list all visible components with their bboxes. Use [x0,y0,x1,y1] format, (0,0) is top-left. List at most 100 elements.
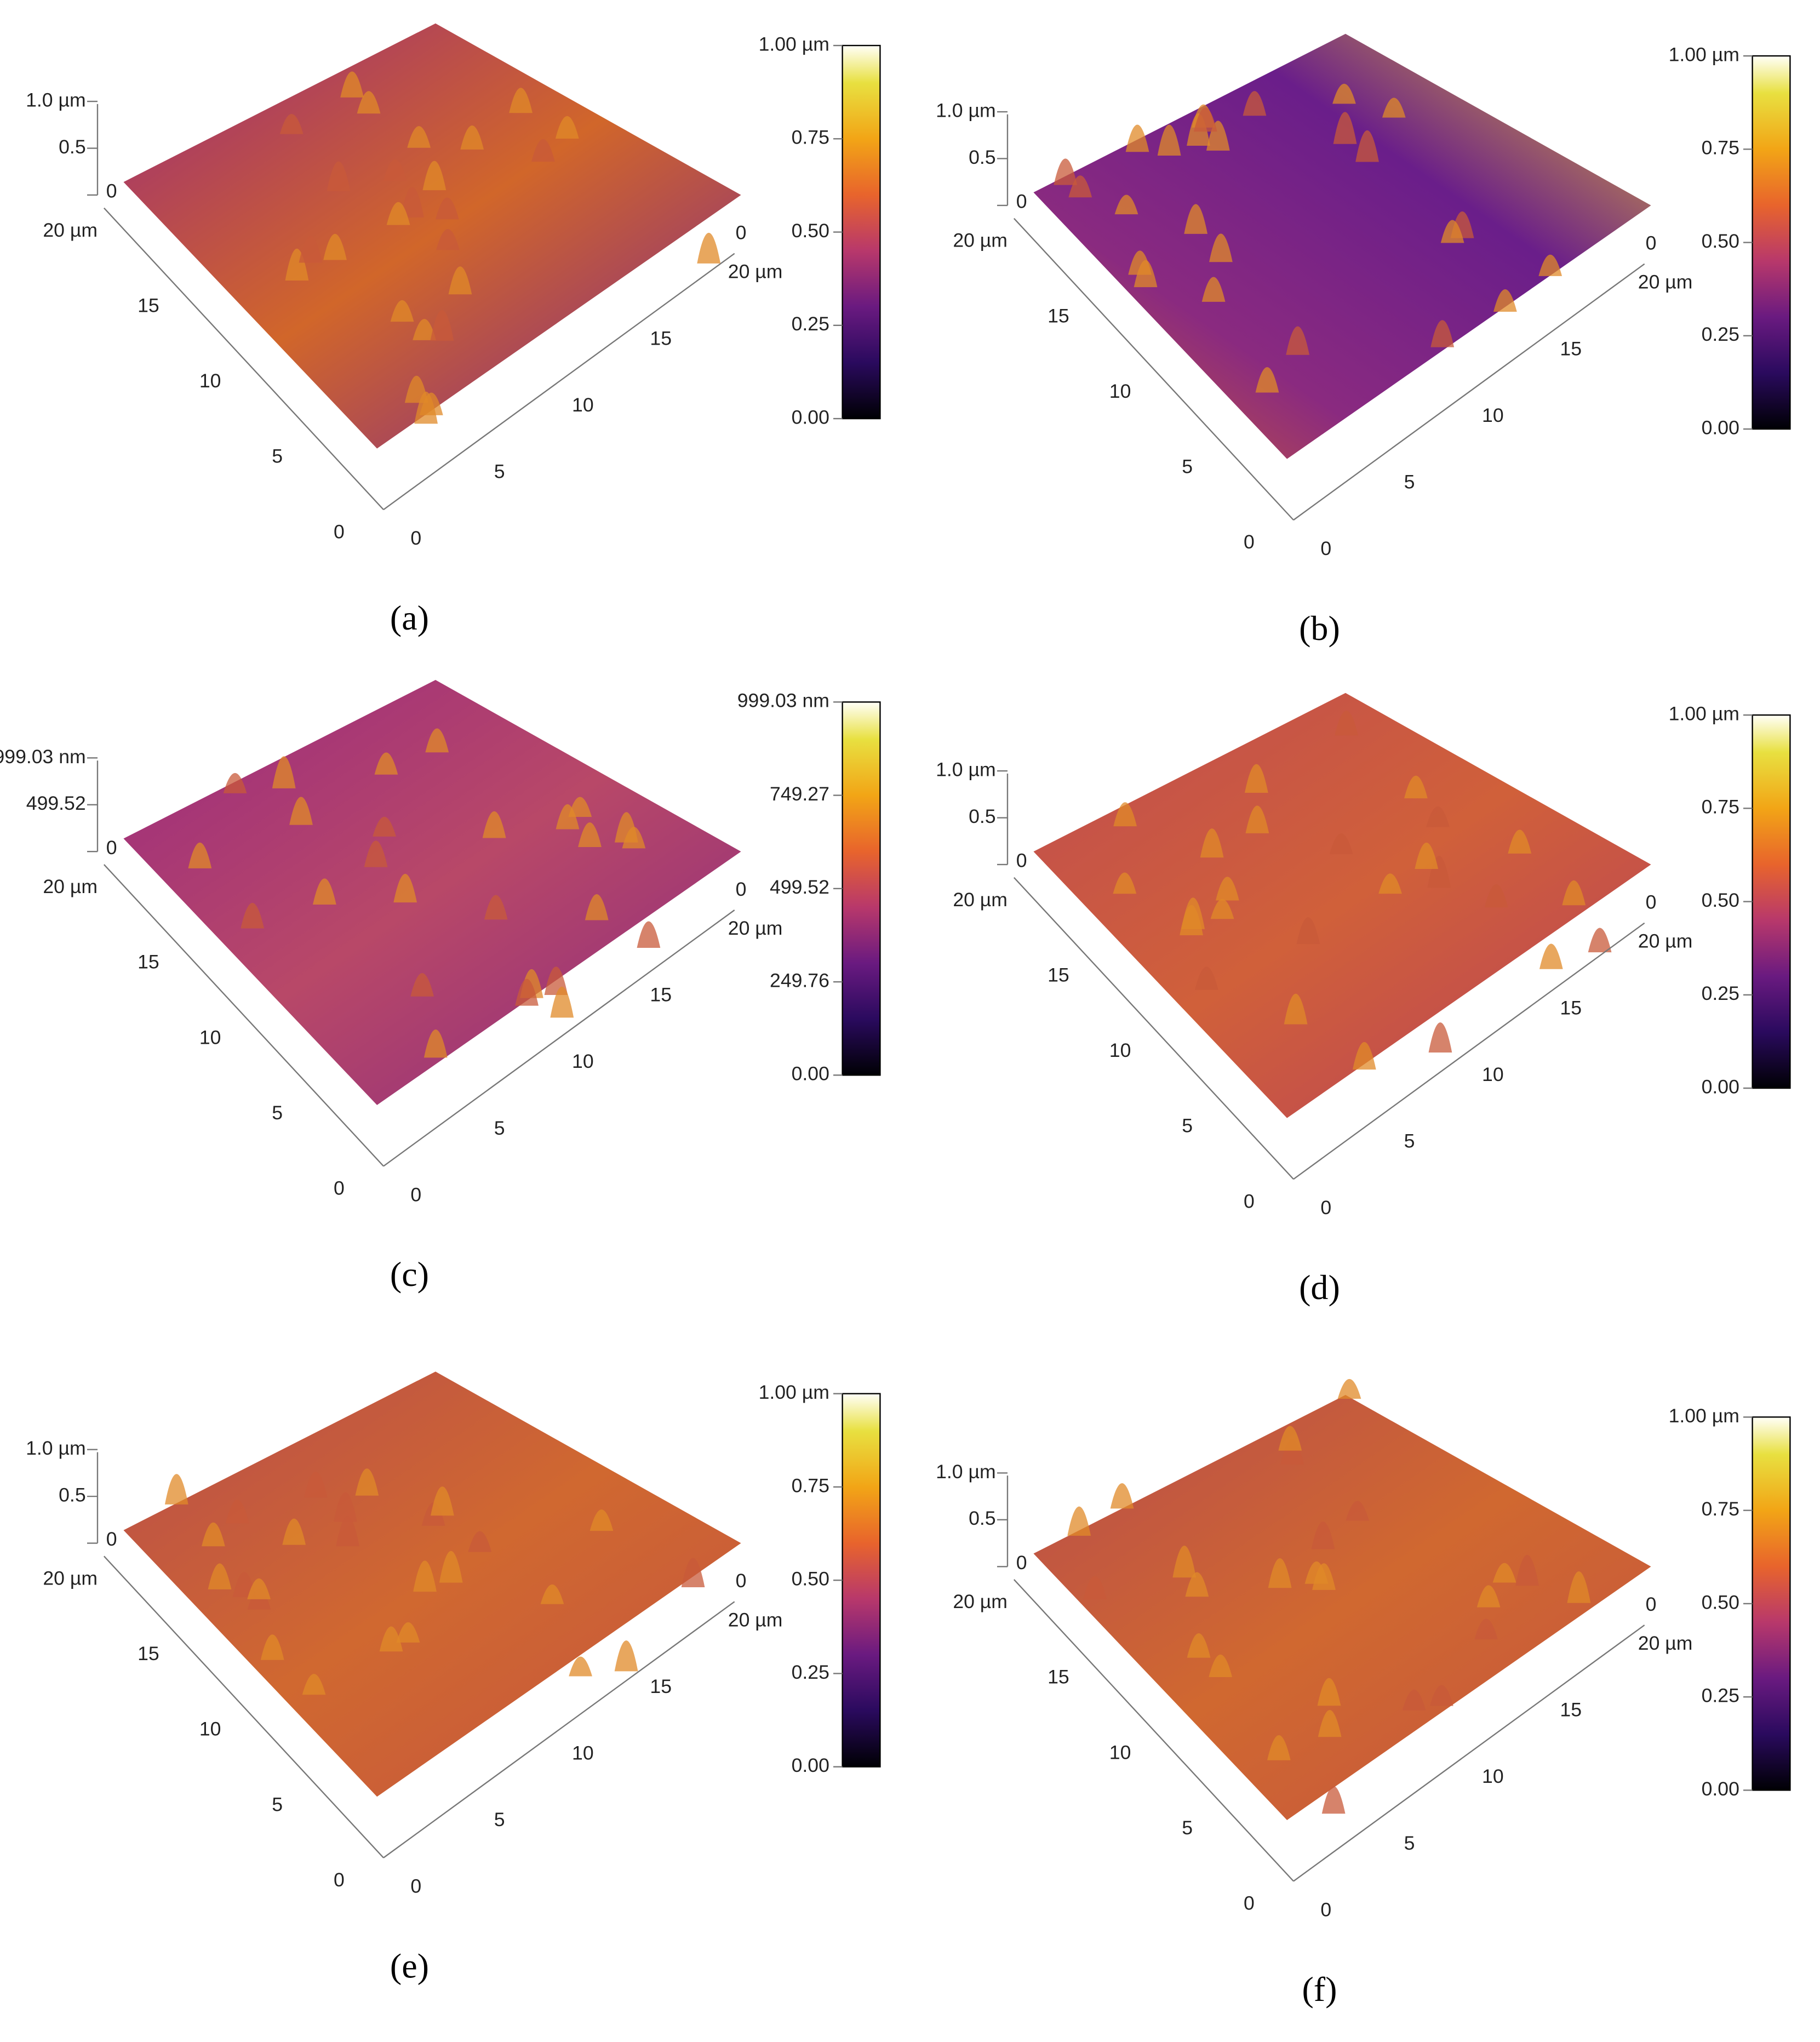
x-tick-label: 15 [650,984,672,1006]
surface-feature [1187,1633,1211,1658]
surface-feature [1329,833,1353,854]
y-tick-label: 0 [334,1869,345,1891]
surface-feature [413,319,436,340]
x-tick-label: 15 [650,327,672,349]
surface-feature [1067,1506,1091,1536]
colorbar-tick-label: 0.50 [792,1568,829,1590]
surface-feature [1415,842,1439,870]
colorbar-tick-label: 1.00 µm [759,1381,829,1403]
y-axis [103,207,384,510]
z-tick-label: 0.5 [969,146,995,168]
surface-feature [202,1522,225,1547]
y-tick-label: 10 [1109,1039,1131,1061]
x-tick-label: 10 [1482,1765,1504,1787]
colorbar-tick-label: 1.00 µm [759,33,829,55]
z-tick-label: 0 [106,1528,117,1550]
surface-feature [515,979,539,1006]
surface-feature [436,228,460,250]
x-tick-label: 0 [410,527,421,549]
surface-feature [289,797,313,825]
surface-feature [531,139,555,162]
x-tick-label: 10 [1482,1063,1504,1085]
colorbar [842,1393,881,1768]
x-axis [1293,263,1645,521]
surface-feature [225,1500,249,1524]
y-tick-label: 20 µm [953,1591,1008,1612]
x-tick-label: 10 [1482,404,1504,426]
surface-feature [614,1640,638,1672]
surface-feature [1185,1572,1209,1597]
panel-label: (f) [1302,1970,1337,2009]
surface-feature [299,236,323,263]
surface-feature [1209,1654,1233,1677]
surface-feature [1404,775,1428,799]
surface-feature [1428,1022,1452,1053]
x-axis-end-label: 0 [1646,1593,1657,1615]
colorbar-tick-label: 1.00 µm [1669,702,1739,724]
surface-feature [1378,873,1402,894]
surface-feature [439,1551,463,1583]
y-tick-label: 5 [1182,1817,1193,1839]
surface [1033,1395,1651,1820]
y-tick-label: 5 [272,1793,283,1815]
surface-feature [1492,1563,1516,1583]
surface-feature [1125,124,1149,152]
surface-feature [1493,289,1517,312]
surface-feature [590,1509,614,1531]
surface-feature [540,1584,564,1604]
surface [1033,693,1651,1118]
y-axis [1013,1579,1294,1882]
surface-feature [373,816,396,837]
surface-feature [386,202,410,225]
surface-feature [1209,233,1233,262]
y-tick-label: 15 [138,951,159,973]
surface-feature [448,266,472,295]
colorbar-tick-label: 0.75 [1702,137,1739,159]
surface-feature [390,300,414,322]
surface-feature [484,895,508,920]
y-tick-label: 20 µm [953,230,1008,251]
colorbar [1752,55,1791,430]
y-tick-label: 10 [199,1718,221,1740]
z-tick-label: 1.0 µm [26,89,85,111]
surface-feature [336,1516,359,1547]
surface-feature [400,187,424,218]
panel-label: (b) [1299,609,1340,648]
surface-feature [1210,899,1234,919]
surface-feature [1539,943,1563,969]
colorbar-tick-label: 0.50 [792,220,829,242]
colorbar-tick-label: 499.52 [770,876,829,898]
x-tick-label: 10 [572,1050,594,1072]
x-tick-label: 20 µm [1638,271,1693,293]
surface-feature [1284,993,1308,1025]
y-tick-label: 0 [1244,1190,1255,1212]
x-axis [383,910,735,1167]
surface-feature [1430,320,1455,347]
surface-feature [1134,260,1158,288]
x-tick-label: 15 [1560,997,1582,1019]
y-tick-label: 0 [1244,1892,1255,1914]
z-tick-label: 1.0 µm [26,1437,85,1459]
colorbar-tick-label: 0.75 [1702,1498,1739,1520]
colorbar-tick-label: 0.75 [792,127,829,148]
y-tick-label: 20 µm [43,876,98,897]
colorbar-tick-label: 0.75 [1702,796,1739,818]
surface-feature [1278,1426,1302,1451]
z-tick-label: 0.5 [59,136,85,158]
surface-feature [357,91,381,114]
y-tick-label: 10 [199,1026,221,1048]
surface-feature [622,827,646,849]
z-tick-label: 0.5 [59,1484,85,1506]
surface-feature [1114,195,1138,215]
surface-feature [1268,1558,1292,1588]
z-tick-label: 0.5 [969,805,995,827]
surface-feature [1346,1501,1369,1521]
surface-feature [410,973,434,997]
y-tick-label: 15 [1048,964,1069,986]
surface-feature [1296,917,1320,945]
x-tick-label: 20 µm [728,917,783,939]
surface-feature [430,310,454,341]
surface-feature [425,728,449,753]
y-tick-label: 20 µm [43,219,98,241]
